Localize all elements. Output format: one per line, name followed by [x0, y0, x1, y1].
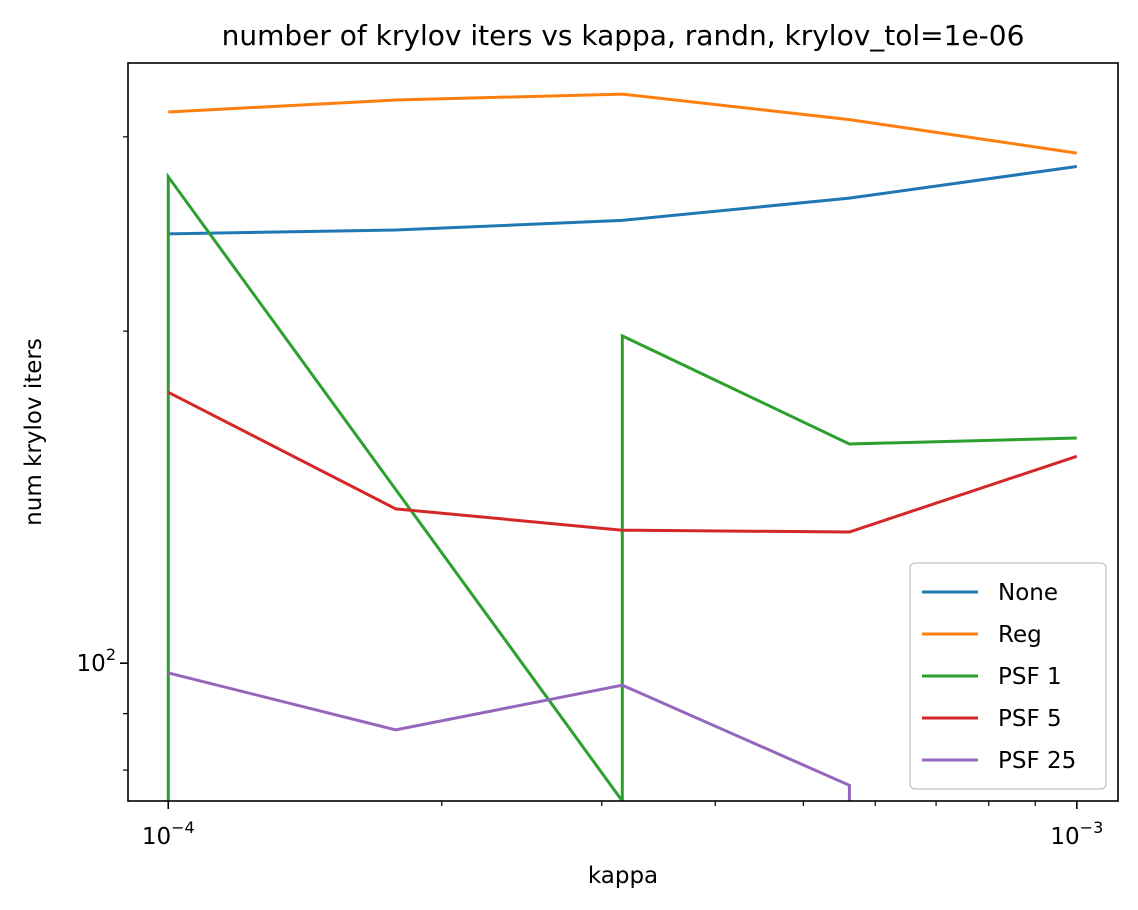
y-tick-label: 102	[77, 645, 116, 677]
axes-frame	[127, 62, 1119, 802]
x-tick-label: 10−4	[142, 818, 195, 850]
legend-label: PSF 5	[998, 706, 1062, 732]
series-line-none	[168, 165, 1078, 236]
plot-area	[166, 92, 1078, 801]
x-tick-label: 10−3	[1050, 818, 1103, 850]
y-axis-label: num krylov iters	[21, 338, 47, 526]
series-line-psf-25	[167, 671, 851, 801]
series-line-psf-1	[166, 172, 1077, 801]
x-axis-label: kappa	[588, 863, 658, 889]
legend: None Reg PSF 1 PSF 5 PSF 25	[909, 562, 1107, 790]
axes: 10−4 10−3 102	[77, 62, 1119, 850]
chart-title: number of krylov iters vs kappa, randn, …	[222, 19, 1025, 52]
legend-box	[909, 562, 1107, 790]
legend-label: PSF 1	[998, 664, 1062, 690]
legend-label: Reg	[998, 622, 1042, 648]
legend-label: PSF 25	[998, 748, 1076, 774]
series-line-reg	[168, 92, 1078, 155]
series-line-psf-5	[167, 390, 1078, 534]
legend-label: None	[998, 580, 1058, 606]
